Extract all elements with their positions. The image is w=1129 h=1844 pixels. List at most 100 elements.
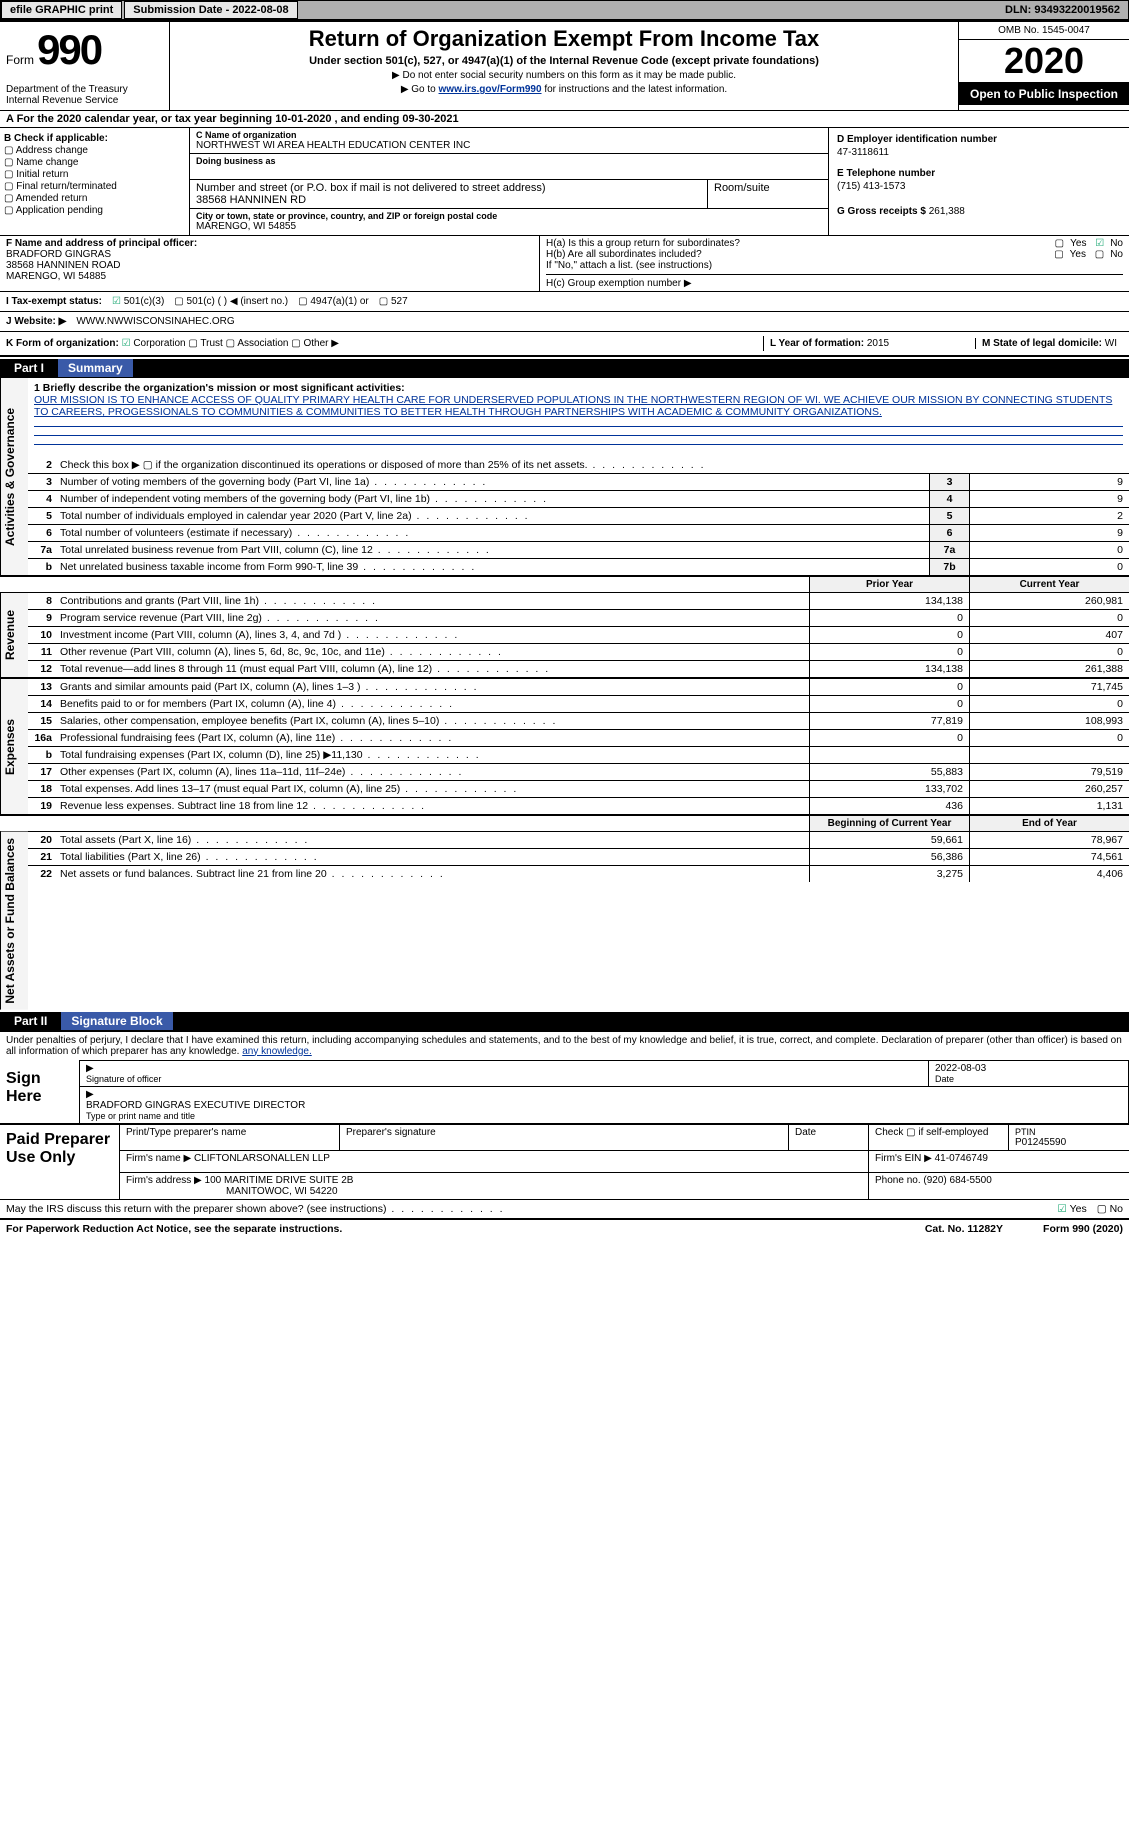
- chk-amended-return[interactable]: Amended return: [4, 193, 185, 204]
- chk-527[interactable]: [379, 296, 388, 307]
- summary-line: 6Total number of volunteers (estimate if…: [28, 524, 1129, 541]
- prior-year-value: 0: [809, 679, 969, 695]
- street-value: 38568 HANNINEN RD: [196, 194, 701, 206]
- line-number: 6: [28, 525, 56, 541]
- prior-year-value: 0: [809, 730, 969, 746]
- opt-other: Other ▶: [303, 338, 338, 349]
- line-description: Total assets (Part X, line 16): [56, 832, 809, 848]
- col-beginning-year: Beginning of Current Year: [809, 816, 969, 831]
- line-description: Number of independent voting members of …: [56, 491, 929, 507]
- officer-name-title-label: Type or print name and title: [86, 1111, 1122, 1121]
- link-prefix: ▶ Go to: [401, 84, 439, 95]
- h-b-yes-checkbox[interactable]: [1054, 249, 1063, 260]
- chk-application-pend[interactable]: Application pending: [4, 205, 185, 216]
- chk-initial-return[interactable]: Initial return: [4, 169, 185, 180]
- summary-line: 20Total assets (Part X, line 16)59,66178…: [28, 832, 1129, 848]
- part-2-num: Part II: [0, 1012, 61, 1030]
- section-l-m: L Year of formation: 2015 M State of leg…: [763, 336, 1123, 351]
- summary-line: 9Program service revenue (Part VIII, lin…: [28, 609, 1129, 626]
- chk-501c[interactable]: [174, 296, 183, 307]
- discuss-no-checkbox[interactable]: [1097, 1203, 1107, 1215]
- h-a-no-checkbox[interactable]: [1095, 238, 1104, 249]
- section-i-label: I Tax-exempt status:: [6, 296, 102, 307]
- chk-final-return[interactable]: Final return/terminated: [4, 181, 185, 192]
- discuss-no: No: [1110, 1203, 1123, 1215]
- line-ref: 7b: [929, 559, 969, 575]
- signature-of-officer-field[interactable]: Signature of officer: [80, 1061, 929, 1086]
- prior-year-value: 0: [809, 610, 969, 626]
- current-year-value: 407: [969, 627, 1129, 643]
- firm-phone-value: (920) 684-5500: [923, 1175, 991, 1186]
- line-value: 9: [969, 491, 1129, 507]
- opt-501c3: 501(c)(3): [124, 296, 165, 307]
- line-number: 10: [28, 627, 56, 643]
- line-ref: 5: [929, 508, 969, 524]
- room-label: Room/suite: [714, 182, 822, 194]
- section-m-value: WI: [1105, 338, 1117, 349]
- line-description: Total liabilities (Part X, line 26): [56, 849, 809, 865]
- section-i-tax-exempt: I Tax-exempt status: 501(c)(3) 501(c) ( …: [0, 291, 1129, 311]
- current-year-value: 260,257: [969, 781, 1129, 797]
- summary-line: bTotal fundraising expenses (Part IX, co…: [28, 746, 1129, 763]
- summary-line: 17Other expenses (Part IX, column (A), l…: [28, 763, 1129, 780]
- irs-link[interactable]: www.irs.gov/Form990: [439, 84, 542, 95]
- gross-receipts-label: G Gross receipts $: [837, 206, 926, 217]
- chk-name-change[interactable]: Name change: [4, 157, 185, 168]
- link-suffix: for instructions and the latest informat…: [544, 84, 727, 95]
- firm-phone-label: Phone no.: [875, 1175, 921, 1186]
- self-employed-check[interactable]: Check ▢ if self-employed: [869, 1125, 1009, 1150]
- firm-address-label: Firm's address ▶: [126, 1175, 202, 1186]
- q1-label: 1 Briefly describe the organization's mi…: [34, 382, 1123, 394]
- chk-trust[interactable]: [188, 338, 197, 349]
- discuss-yes-checkbox[interactable]: [1057, 1203, 1066, 1215]
- section-f-label: F Name and address of principal officer:: [6, 238, 197, 249]
- tax-period-line: A For the 2020 calendar year, or tax yea…: [0, 110, 1129, 127]
- opt-4947: 4947(a)(1) or: [310, 296, 368, 307]
- summary-line: 5Total number of individuals employed in…: [28, 507, 1129, 524]
- opt-501c: 501(c) ( ) ◀ (insert no.): [187, 296, 289, 307]
- chk-501c3[interactable]: [112, 296, 121, 307]
- summary-line: 16aProfessional fundraising fees (Part I…: [28, 729, 1129, 746]
- current-year-value: [969, 747, 1129, 763]
- line-value: 9: [969, 525, 1129, 541]
- open-to-public-badge: Open to Public Inspection: [959, 83, 1129, 105]
- chk-association[interactable]: [226, 338, 235, 349]
- officer-city: MARENGO, WI 54885: [6, 271, 533, 282]
- efile-graphic-print-button[interactable]: efile GRAPHIC print: [1, 1, 122, 19]
- discuss-text: May the IRS discuss this return with the…: [6, 1203, 505, 1215]
- efile-topbar: efile GRAPHIC print Submission Date - 20…: [0, 0, 1129, 20]
- officer-name-title-field: BRADFORD GINGRAS EXECUTIVE DIRECTOR Type…: [80, 1087, 1129, 1123]
- room-cell: Room/suite: [708, 180, 828, 208]
- street-cell: Number and street (or P.O. box if mail i…: [190, 180, 708, 208]
- summary-line: 10Investment income (Part VIII, column (…: [28, 626, 1129, 643]
- summary-line: 15Salaries, other compensation, employee…: [28, 712, 1129, 729]
- h-a-yes-checkbox[interactable]: [1055, 238, 1064, 249]
- form-footer: Form 990 (2020): [1043, 1223, 1123, 1235]
- ssn-note: ▶ Do not enter social security numbers o…: [176, 70, 952, 81]
- line-value: 9: [969, 474, 1129, 490]
- chk-address-change[interactable]: Address change: [4, 145, 185, 156]
- col-end-year: End of Year: [969, 816, 1129, 831]
- h-b-yes: Yes: [1070, 249, 1086, 260]
- section-k-label: K Form of organization:: [6, 338, 119, 349]
- preparer-date-label: Date: [789, 1125, 869, 1150]
- ein-label: D Employer identification number: [837, 134, 997, 145]
- line-description: Revenue less expenses. Subtract line 18 …: [56, 798, 809, 814]
- street-label: Number and street (or P.O. box if mail i…: [196, 182, 701, 194]
- chk-4947[interactable]: [298, 296, 307, 307]
- submission-date-button[interactable]: Submission Date - 2022-08-08: [124, 1, 297, 19]
- h-b-no-checkbox[interactable]: [1095, 249, 1104, 260]
- current-year-value: 108,993: [969, 713, 1129, 729]
- firm-address-2: MANITOWOC, WI 54220: [226, 1186, 862, 1197]
- line-ref: 3: [929, 474, 969, 490]
- current-year-value: 260,981: [969, 593, 1129, 609]
- line-number: 7a: [28, 542, 56, 558]
- section-b-heading: B Check if applicable:: [4, 133, 185, 144]
- any-knowledge-underline: any knowledge.: [242, 1046, 312, 1057]
- chk-other[interactable]: [291, 338, 300, 349]
- summary-line: 2Check this box ▶ ▢ if the organization …: [28, 457, 1129, 473]
- return-subtitle: Under section 501(c), 527, or 4947(a)(1)…: [176, 55, 952, 67]
- firm-address-cell: Firm's address ▶ 100 MARITIME DRIVE SUIT…: [120, 1173, 869, 1199]
- chk-corporation[interactable]: [122, 338, 131, 349]
- summary-line: 21Total liabilities (Part X, line 26)56,…: [28, 848, 1129, 865]
